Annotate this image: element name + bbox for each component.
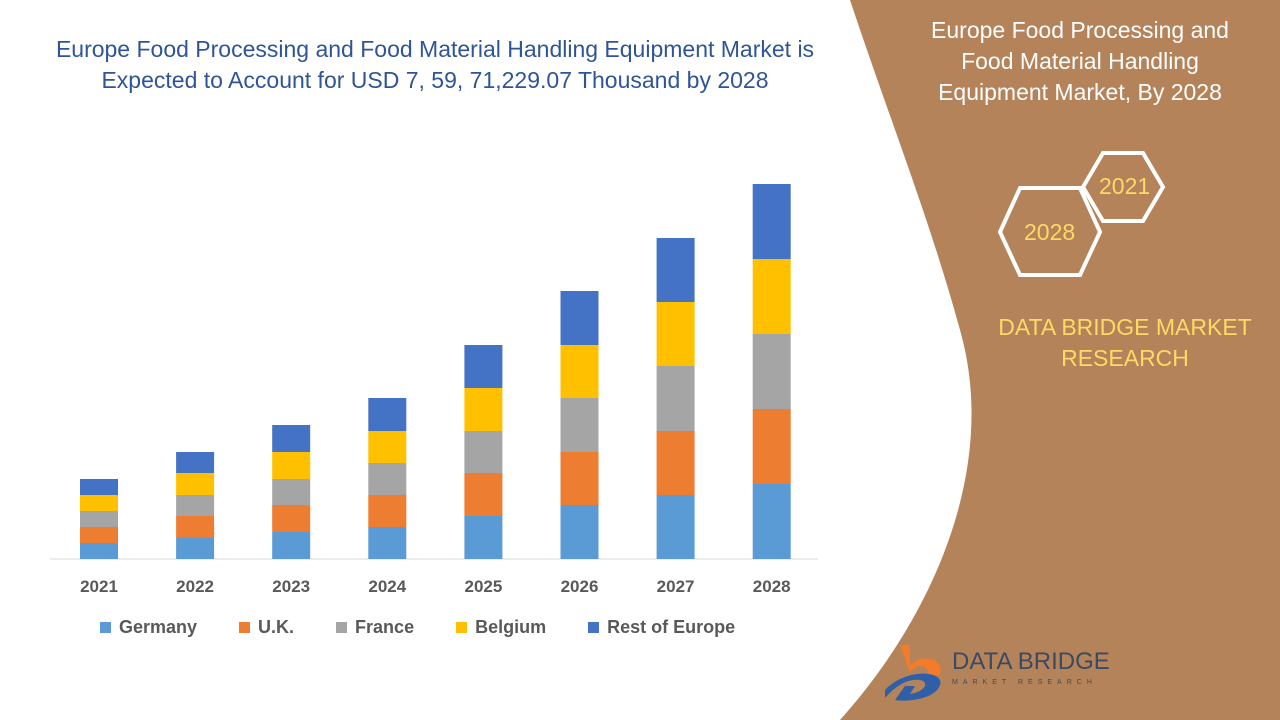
legend: Germany U.K. France Belgium Rest of Europe (100, 617, 777, 638)
bar-2021-u-k- (80, 527, 118, 543)
legend-swatch (239, 622, 251, 633)
x-tick-label: 2025 (464, 577, 502, 596)
brand-line-1: DATA BRIDGE MARKET (998, 314, 1252, 340)
bar-2023-rest-of-europe (272, 425, 311, 452)
side-title: Europe Food Processing and Food Material … (900, 15, 1260, 108)
x-tick-label: 2022 (176, 577, 214, 596)
side-title-line-2: Food Material Handling (961, 48, 1199, 74)
bar-2023-belgium (272, 452, 311, 479)
title-line-1: Europe Food Processing and Food Material… (55, 36, 815, 62)
legend-swatch (456, 622, 468, 633)
chart-title: Europe Food Processing and Food Material… (20, 34, 850, 96)
bar-2027-germany (656, 495, 695, 559)
bar-2026-rest-of-europe (560, 291, 599, 345)
bar-2028-france (752, 334, 791, 409)
bar-2028-belgium (752, 259, 791, 334)
hex-label-2028: 2028 (1024, 219, 1076, 245)
bar-2024-rest-of-europe (368, 398, 407, 431)
legend-swatch (588, 622, 600, 633)
hex-2021-icon (997, 151, 1166, 277)
bar-2024-germany (368, 527, 407, 559)
legend-item: Belgium (456, 617, 546, 638)
x-tick-label: 2026 (561, 577, 599, 596)
x-tick-label: 2023 (272, 577, 310, 596)
bar-2022-u-k- (176, 516, 215, 538)
bar-2022-france (176, 495, 215, 516)
bar-2026-belgium (560, 345, 599, 398)
x-tick-label: 2024 (368, 577, 406, 596)
side-panel (840, 0, 1280, 720)
logo-subtitle: MARKET RESEARCH (952, 679, 1097, 686)
title-line-2: Expected to Account for USD 7, 59, 71,22… (101, 67, 769, 93)
bar-2023-france (272, 479, 311, 505)
bar-2021-germany (80, 543, 118, 559)
stacked-bar-chart: 2021 2022 2023 2024 2025 2026 2027 2028 (50, 184, 818, 596)
legend-label: U.K. (258, 617, 295, 637)
legend-swatch (336, 622, 348, 633)
legend-item: France (336, 617, 414, 638)
legend-item: Rest of Europe (588, 617, 735, 638)
legend-label: France (355, 617, 415, 637)
legend-label: Germany (119, 617, 198, 637)
bar-2028-rest-of-europe (752, 184, 791, 259)
bar-2028-u-k- (752, 409, 791, 484)
bar-2026-france (560, 398, 599, 452)
bar-2026-germany (560, 505, 599, 559)
legend-item: Germany (100, 617, 197, 638)
bar-2028-germany (752, 484, 791, 559)
bar-2023-u-k- (272, 505, 311, 532)
hex-label-2021: 2021 (1099, 173, 1151, 199)
hex-2028-icon (997, 186, 1103, 277)
logo-icon (885, 645, 941, 701)
bar-2027-belgium (656, 302, 695, 366)
bar-2027-rest-of-europe (656, 238, 695, 302)
bar-2027-france (656, 366, 695, 431)
bar-2025-germany (464, 516, 503, 559)
side-title-line-3: Equipment Market, By 2028 (938, 79, 1222, 105)
bar-2022-belgium (176, 473, 215, 495)
legend-label: Rest of Europe (607, 617, 736, 637)
bar-2021-france (80, 511, 118, 527)
bar-2024-u-k- (368, 495, 407, 527)
legend-label: Belgium (475, 617, 547, 637)
bar-2021-belgium (80, 495, 118, 511)
x-tick-label: 2027 (657, 577, 695, 596)
bar-2022-germany (176, 538, 215, 559)
legend-swatch (100, 622, 111, 633)
side-title-line-1: Europe Food Processing and (931, 17, 1229, 43)
legend-item: U.K. (239, 617, 294, 638)
brand-line-2: RESEARCH (1061, 345, 1189, 371)
bar-2024-france (368, 463, 407, 495)
bar-2021-rest-of-europe (80, 479, 118, 495)
bar-2025-u-k- (464, 473, 503, 516)
bar-2025-rest-of-europe (464, 345, 503, 388)
bar-2027-u-k- (656, 431, 695, 495)
x-tick-label: 2021 (80, 577, 118, 596)
bar-2025-france (464, 431, 503, 473)
bar-2025-belgium (464, 388, 503, 431)
bar-2022-rest-of-europe (176, 452, 215, 473)
logo-name: DATA BRIDGE (952, 648, 1110, 675)
bar-2024-belgium (368, 431, 407, 463)
bar-2026-u-k- (560, 452, 599, 505)
brand-text: DATA BRIDGE MARKET RESEARCH (980, 312, 1270, 374)
bar-2023-germany (272, 532, 311, 559)
x-tick-label: 2028 (753, 577, 791, 596)
